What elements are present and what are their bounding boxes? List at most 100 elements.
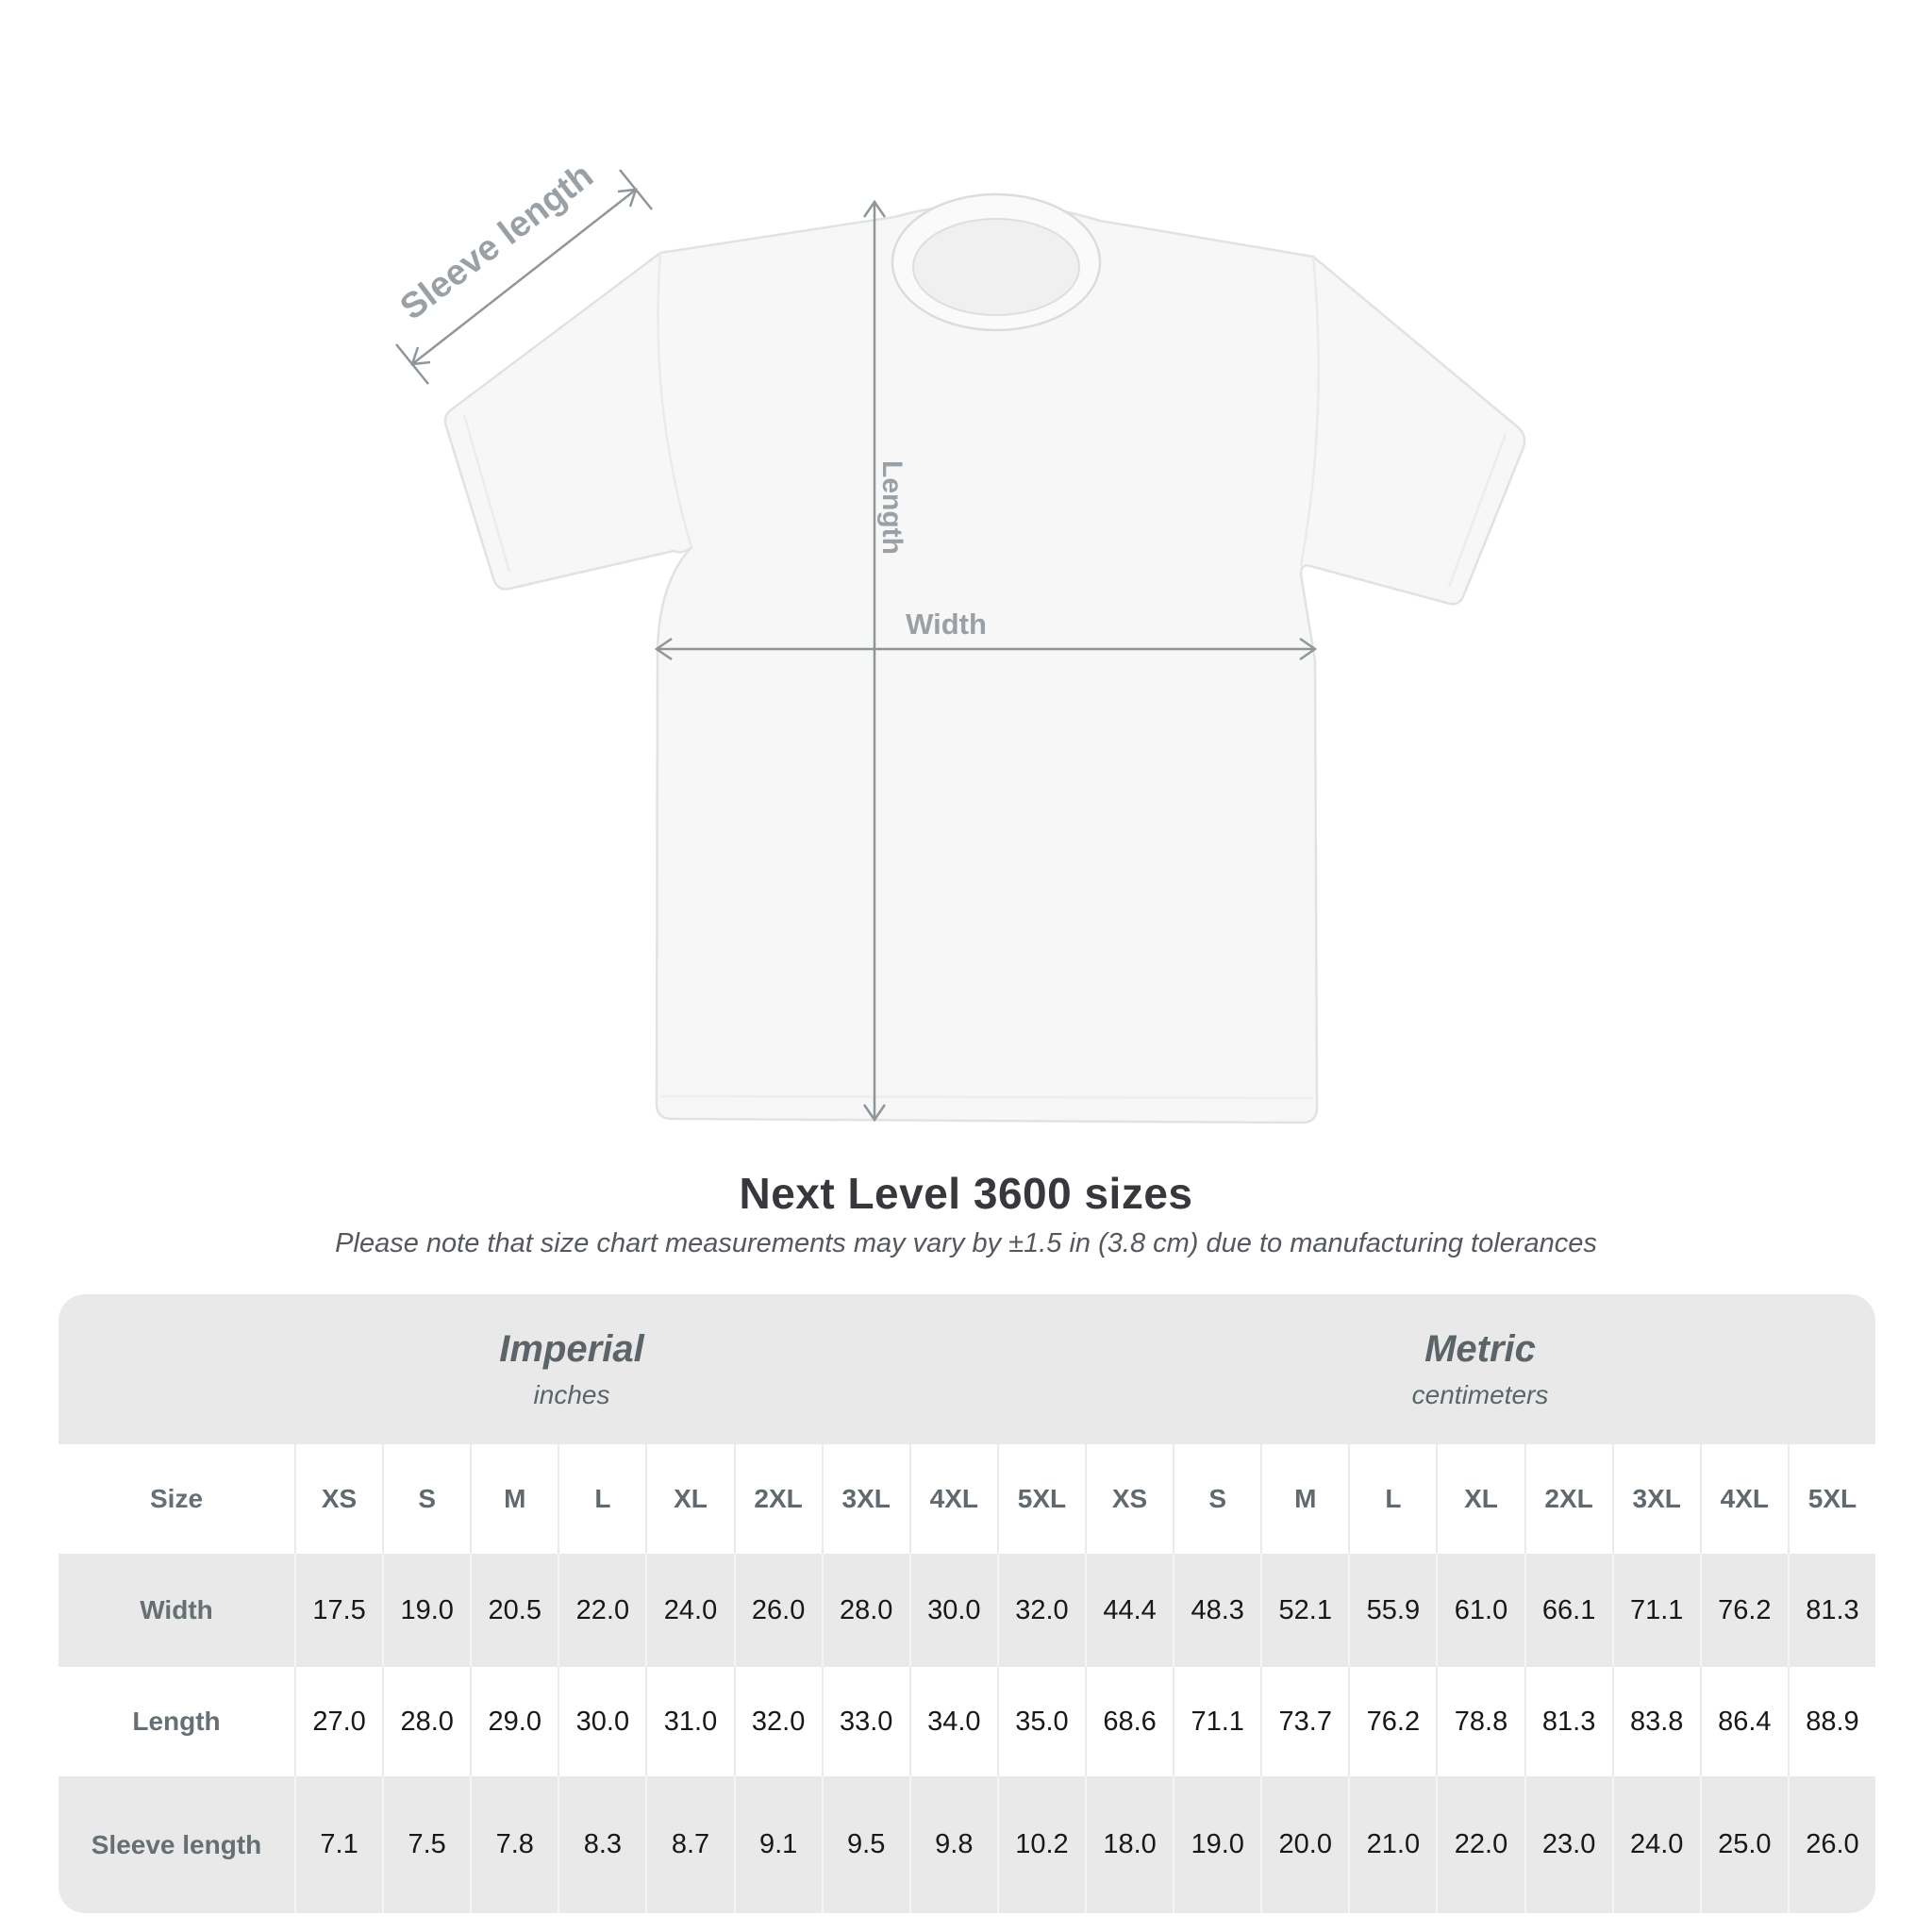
value-cell: 32.0 xyxy=(996,1554,1085,1667)
value-cell: 26.0 xyxy=(1787,1776,1875,1913)
value-cell: 24.0 xyxy=(1611,1776,1700,1913)
value-cell: 26.0 xyxy=(733,1554,822,1667)
size-header-cell: 3XL xyxy=(1611,1444,1700,1554)
value-cell: 22.0 xyxy=(1436,1776,1524,1913)
unit-group-unit: inches xyxy=(533,1380,610,1409)
value-cell: 76.2 xyxy=(1699,1554,1788,1667)
size-header-cell: 2XL xyxy=(1524,1444,1612,1554)
value-cell: 28.0 xyxy=(821,1554,909,1667)
width-arrowhead-right xyxy=(1299,637,1318,661)
size-header-cell: 5XL xyxy=(1787,1444,1875,1554)
value-cell: 34.0 xyxy=(908,1667,997,1776)
size-header-cell: 2XL xyxy=(733,1444,822,1554)
collar-neck-hole xyxy=(912,218,1080,316)
value-cell: 28.0 xyxy=(382,1667,470,1776)
value-cell: 25.0 xyxy=(1699,1776,1788,1913)
value-cell: 68.6 xyxy=(1085,1667,1173,1776)
value-cell: 27.0 xyxy=(294,1667,382,1776)
value-cell: 30.0 xyxy=(558,1667,645,1776)
value-cell: 66.1 xyxy=(1524,1554,1612,1667)
value-cell: 20.5 xyxy=(470,1554,558,1667)
width-label: Width xyxy=(906,608,987,641)
value-cell: 33.0 xyxy=(821,1667,909,1776)
width-arrowhead-left xyxy=(654,637,673,661)
value-cell: 61.0 xyxy=(1436,1554,1524,1667)
size-header-cell: XS xyxy=(294,1444,382,1554)
value-cell: 55.9 xyxy=(1348,1554,1436,1667)
page-subtitle: Please note that size chart measurements… xyxy=(335,1228,1597,1258)
value-cell: 78.8 xyxy=(1436,1667,1524,1776)
unit-group-name: Metric xyxy=(1424,1328,1536,1370)
value-cell: 73.7 xyxy=(1260,1667,1348,1776)
value-cell: 7.1 xyxy=(294,1776,382,1913)
page-title: Next Level 3600 sizes xyxy=(739,1169,1193,1218)
value-cell: 81.3 xyxy=(1524,1667,1612,1776)
value-cell: 20.0 xyxy=(1260,1776,1348,1913)
size-header-cell: XL xyxy=(645,1444,733,1554)
table-row-size-headers: Size XS S M L XL 2XL 3XL 4XL 5XL XS S M L XL 2XL 3XL 4XL 5… xyxy=(58,1444,1875,1554)
size-header-cell: XL xyxy=(1436,1444,1524,1554)
row-label: Width xyxy=(140,1595,213,1624)
size-header-cell: 3XL xyxy=(821,1444,909,1554)
row-label: Sleeve length xyxy=(91,1829,262,1859)
value-cell: 19.0 xyxy=(382,1554,470,1667)
size-header-cell: L xyxy=(558,1444,645,1554)
value-cell: 44.4 xyxy=(1085,1554,1173,1667)
size-header-cell: 5XL xyxy=(996,1444,1085,1554)
length-label: Length xyxy=(876,460,908,555)
unit-group-metric: Metric centimeters xyxy=(1085,1294,1875,1444)
value-cell: 18.0 xyxy=(1085,1776,1173,1913)
sleeve-end-tick-bottom xyxy=(395,343,429,385)
unit-group-name: Imperial xyxy=(499,1328,644,1370)
value-cell: 32.0 xyxy=(733,1667,822,1776)
value-cell: 10.2 xyxy=(996,1776,1085,1913)
table-row-width: Width 17.5 19.0 20.5 22.0 24.0 26.0 28.0 30.0 32.… xyxy=(58,1554,1875,1667)
value-cell: 30.0 xyxy=(908,1554,997,1667)
sleeve-end-tick-top xyxy=(619,169,653,210)
value-cell: 35.0 xyxy=(996,1667,1085,1776)
size-header-cell: S xyxy=(382,1444,470,1554)
value-cell: 7.5 xyxy=(382,1776,470,1913)
row-label: Length xyxy=(132,1707,221,1736)
size-column-header: Size xyxy=(149,1484,204,1513)
tshirt-graphic xyxy=(443,192,1526,1124)
value-cell: 29.0 xyxy=(470,1667,558,1776)
hem-seam xyxy=(659,1094,1314,1100)
value-cell: 88.9 xyxy=(1787,1667,1875,1776)
left-cuff-seam xyxy=(462,414,511,573)
length-arrowhead-bottom xyxy=(862,1104,887,1123)
value-cell: 48.3 xyxy=(1173,1554,1260,1667)
sleeve-arrow xyxy=(411,189,637,365)
right-cuff-seam xyxy=(1447,433,1507,588)
size-header-cell: L xyxy=(1348,1444,1436,1554)
unit-group-imperial: Imperial inches xyxy=(58,1294,1085,1444)
value-cell: 17.5 xyxy=(294,1554,382,1667)
tshirt-body xyxy=(443,202,1526,1124)
size-header-cell: XS xyxy=(1085,1444,1173,1554)
value-cell: 31.0 xyxy=(645,1667,733,1776)
size-header-cell: S xyxy=(1173,1444,1260,1554)
size-header-cell: M xyxy=(470,1444,558,1554)
value-cell: 8.3 xyxy=(558,1776,645,1913)
length-arrowhead-top xyxy=(862,199,887,218)
size-table: Imperial inches Metric centimeters Size XS S M L… xyxy=(58,1294,1875,1913)
value-cell: 7.8 xyxy=(470,1776,558,1913)
left-armhole-seam xyxy=(657,252,693,548)
value-cell: 21.0 xyxy=(1348,1776,1436,1913)
value-cell: 9.1 xyxy=(733,1776,822,1913)
value-cell: 19.0 xyxy=(1173,1776,1260,1913)
tshirt-diagram: Sleeve length Length Width xyxy=(393,156,1526,1124)
size-header-cell: 4XL xyxy=(1699,1444,1788,1554)
value-cell: 23.0 xyxy=(1524,1776,1612,1913)
value-cell: 8.7 xyxy=(645,1776,733,1913)
size-header-cell: M xyxy=(1260,1444,1348,1554)
value-cell: 71.1 xyxy=(1611,1554,1700,1667)
size-header-cell: 4XL xyxy=(908,1444,997,1554)
value-cell: 71.1 xyxy=(1173,1667,1260,1776)
value-cell: 9.8 xyxy=(908,1776,997,1913)
table-row-units: Imperial inches Metric centimeters xyxy=(58,1294,1875,1444)
value-cell: 24.0 xyxy=(645,1554,733,1667)
measurement-arrows xyxy=(395,169,1318,1123)
value-cell: 76.2 xyxy=(1348,1667,1436,1776)
